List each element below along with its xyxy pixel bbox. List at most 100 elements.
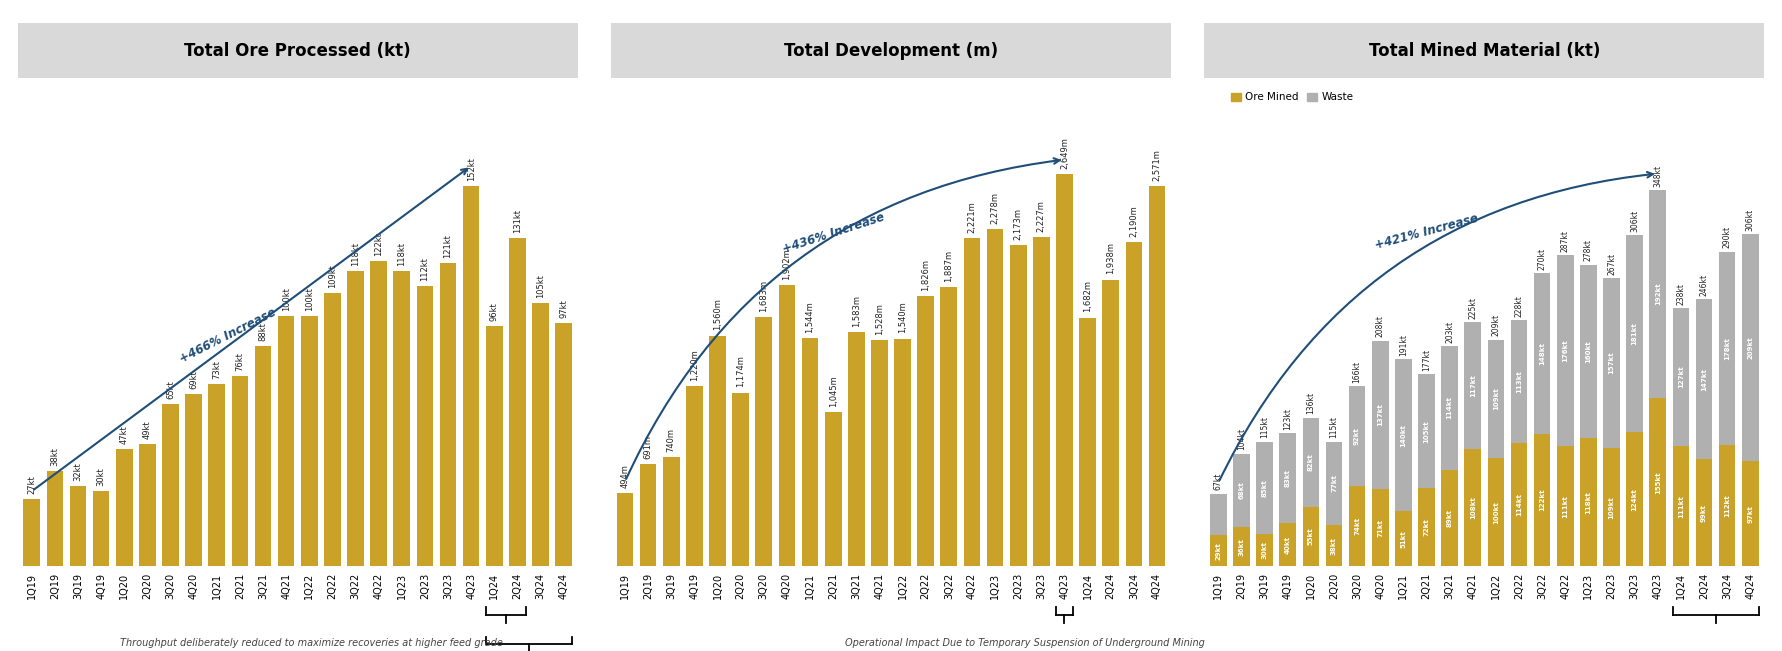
- Bar: [208, 383, 225, 566]
- Bar: [640, 464, 656, 566]
- Text: 1,683m: 1,683m: [759, 280, 768, 312]
- Text: 97kt: 97kt: [1748, 505, 1753, 523]
- Text: 122kt: 122kt: [374, 232, 383, 256]
- Bar: [1349, 386, 1365, 486]
- Bar: [1372, 340, 1388, 490]
- Bar: [802, 338, 818, 566]
- Text: 177kt: 177kt: [1422, 349, 1431, 371]
- Text: 209kt: 209kt: [1492, 314, 1500, 337]
- Bar: [686, 386, 702, 566]
- Text: 100kt: 100kt: [305, 287, 314, 311]
- Bar: [1418, 488, 1435, 566]
- Bar: [510, 238, 526, 566]
- Text: 740m: 740m: [666, 428, 675, 452]
- Text: +421% Increase: +421% Increase: [1374, 212, 1479, 252]
- Bar: [1488, 340, 1504, 458]
- Text: 494m: 494m: [620, 464, 629, 488]
- Text: 127kt: 127kt: [1679, 366, 1684, 389]
- Text: 176kt: 176kt: [1563, 339, 1568, 362]
- Text: 47kt: 47kt: [119, 425, 128, 444]
- Text: 1,583m: 1,583m: [852, 295, 861, 327]
- Text: 306kt: 306kt: [1631, 210, 1639, 232]
- Bar: [69, 486, 86, 566]
- Text: 136kt: 136kt: [1306, 393, 1315, 415]
- Text: 208kt: 208kt: [1376, 316, 1385, 337]
- Text: 157kt: 157kt: [1609, 352, 1614, 374]
- Text: 131kt: 131kt: [513, 210, 522, 233]
- Text: 112kt: 112kt: [1725, 494, 1730, 517]
- Text: 40kt: 40kt: [1285, 536, 1290, 554]
- Text: 1,540m: 1,540m: [898, 301, 907, 333]
- Text: 1,938m: 1,938m: [1107, 242, 1116, 275]
- Bar: [1279, 523, 1296, 566]
- Text: 65kt: 65kt: [166, 380, 175, 398]
- Bar: [1557, 255, 1574, 446]
- Bar: [1034, 237, 1050, 566]
- Text: 140kt: 140kt: [1401, 424, 1406, 447]
- Bar: [1604, 278, 1620, 448]
- Bar: [1673, 308, 1689, 446]
- Bar: [46, 471, 62, 566]
- Text: 2,173m: 2,173m: [1014, 208, 1023, 240]
- Text: 1,045m: 1,045m: [829, 375, 838, 407]
- Bar: [1720, 252, 1736, 445]
- Bar: [1673, 446, 1689, 566]
- Text: 348kt: 348kt: [1654, 165, 1663, 187]
- Text: 181kt: 181kt: [1632, 322, 1638, 345]
- Text: 122kt: 122kt: [1540, 489, 1545, 512]
- Text: 30kt: 30kt: [1262, 541, 1267, 559]
- Text: Total Ore Processed (kt): Total Ore Processed (kt): [184, 42, 412, 60]
- Bar: [1650, 190, 1666, 398]
- Text: 68kt: 68kt: [1238, 482, 1244, 499]
- Bar: [93, 492, 109, 566]
- Bar: [301, 316, 317, 566]
- Bar: [533, 303, 549, 566]
- Text: 27kt: 27kt: [27, 475, 36, 493]
- Bar: [1349, 486, 1365, 566]
- Bar: [23, 499, 39, 566]
- Text: 1,174m: 1,174m: [736, 355, 745, 387]
- Text: 99kt: 99kt: [1702, 504, 1707, 521]
- Bar: [1534, 273, 1550, 434]
- Text: 123kt: 123kt: [1283, 408, 1292, 430]
- Text: 115kt: 115kt: [1260, 417, 1269, 438]
- Bar: [1326, 441, 1342, 525]
- Bar: [1581, 265, 1597, 438]
- Text: 148kt: 148kt: [1540, 342, 1545, 365]
- Text: 109kt: 109kt: [328, 264, 337, 288]
- Text: 89kt: 89kt: [1447, 509, 1452, 527]
- Text: 155kt: 155kt: [1655, 471, 1661, 493]
- Text: 112kt: 112kt: [421, 257, 429, 281]
- Text: 105kt: 105kt: [536, 275, 545, 298]
- Text: 36kt: 36kt: [1238, 538, 1244, 556]
- Text: 2,221m: 2,221m: [968, 201, 977, 232]
- Text: 152kt: 152kt: [467, 157, 476, 181]
- Text: 192kt: 192kt: [1655, 283, 1661, 305]
- Bar: [1465, 322, 1481, 449]
- Text: 238kt: 238kt: [1677, 283, 1686, 305]
- Text: 74kt: 74kt: [1354, 517, 1360, 535]
- Text: 109kt: 109kt: [1493, 387, 1499, 410]
- Text: 2,227m: 2,227m: [1037, 200, 1046, 232]
- Text: 113kt: 113kt: [1516, 370, 1522, 393]
- Bar: [347, 271, 364, 566]
- Bar: [732, 393, 748, 566]
- Text: 121kt: 121kt: [444, 234, 453, 258]
- Text: 124kt: 124kt: [1632, 488, 1638, 510]
- Bar: [1627, 432, 1643, 566]
- Text: 85kt: 85kt: [1262, 478, 1267, 497]
- Text: 100kt: 100kt: [282, 287, 290, 311]
- Text: 166kt: 166kt: [1353, 361, 1361, 383]
- Text: 32kt: 32kt: [73, 462, 82, 481]
- Text: 1,560m: 1,560m: [713, 299, 722, 331]
- Bar: [1627, 236, 1643, 432]
- Bar: [1418, 374, 1435, 488]
- Bar: [1395, 359, 1411, 511]
- Text: 225kt: 225kt: [1468, 297, 1477, 319]
- Bar: [756, 318, 772, 566]
- Bar: [1326, 525, 1342, 566]
- Text: 267kt: 267kt: [1607, 253, 1616, 275]
- Bar: [417, 286, 433, 566]
- Bar: [486, 326, 503, 566]
- Text: 55kt: 55kt: [1308, 528, 1313, 546]
